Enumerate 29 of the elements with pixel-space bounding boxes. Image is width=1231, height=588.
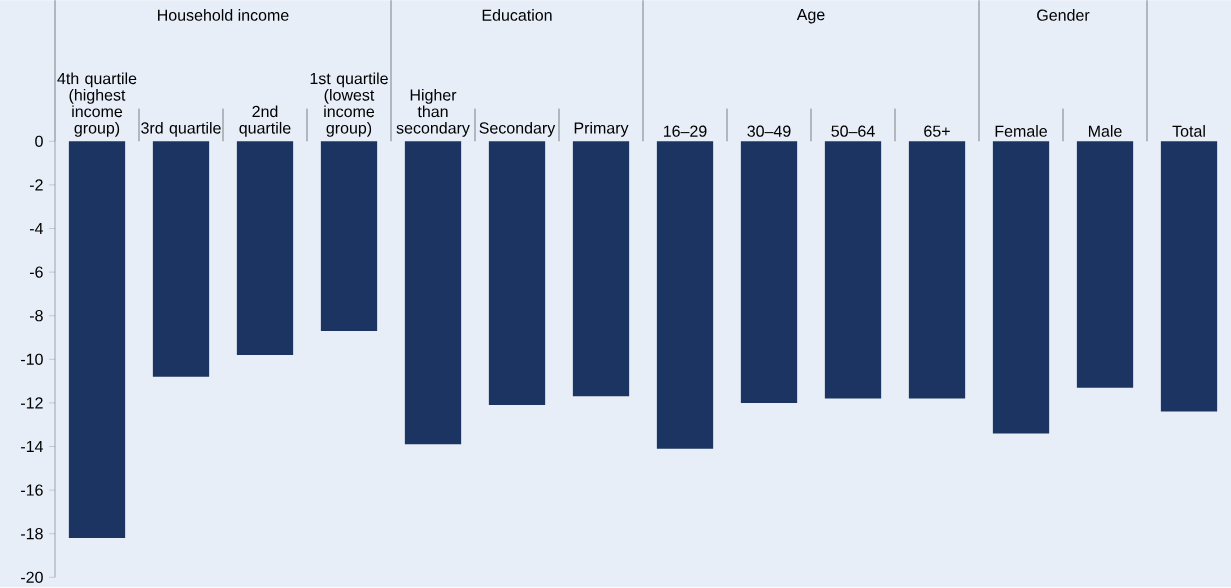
text: Household income	[158, 8, 289, 21]
text: Age	[796, 8, 825, 24]
x-tick-label: Total	[1172, 124, 1205, 137]
y-tick-label: 0	[35, 135, 43, 147]
y-tick-label: -18	[21, 527, 43, 540]
y-tick-label: -12	[21, 397, 43, 409]
x-tick-label: Female	[995, 124, 1047, 137]
x-tick-label: 4th quartile (highest income group)	[57, 72, 137, 137]
text: Gender	[1037, 8, 1090, 21]
x-tick-label: 16–29	[663, 125, 707, 137]
x-tick-label: Higher than secondary	[396, 88, 470, 137]
x-tick-label: 3rd quartile	[141, 121, 221, 137]
x-tick-label: Male	[1088, 124, 1122, 137]
x-tick-label: 65+	[924, 125, 950, 137]
x-tick-label: Secondary	[479, 121, 556, 137]
y-tick-label: -20	[21, 571, 43, 583]
y-tick-label: -2	[29, 179, 43, 191]
y-tick-label: -14	[21, 440, 43, 452]
x-tick-label: 1st quartile (lowest income group)	[310, 72, 388, 137]
y-tick-label: -10	[21, 353, 43, 365]
x-tick-label: 30–49	[747, 125, 791, 137]
x-tick-label: Primary	[574, 121, 629, 137]
y-tick-label: -8	[29, 309, 43, 322]
text: Education	[482, 8, 552, 21]
x-tick-label: 50–64	[831, 125, 875, 137]
y-tick-label: -16	[21, 484, 43, 496]
x-tick-label: 2nd quartile	[239, 105, 291, 137]
y-tick-label: -6	[29, 266, 43, 278]
y-tick-label: -4	[29, 222, 43, 234]
